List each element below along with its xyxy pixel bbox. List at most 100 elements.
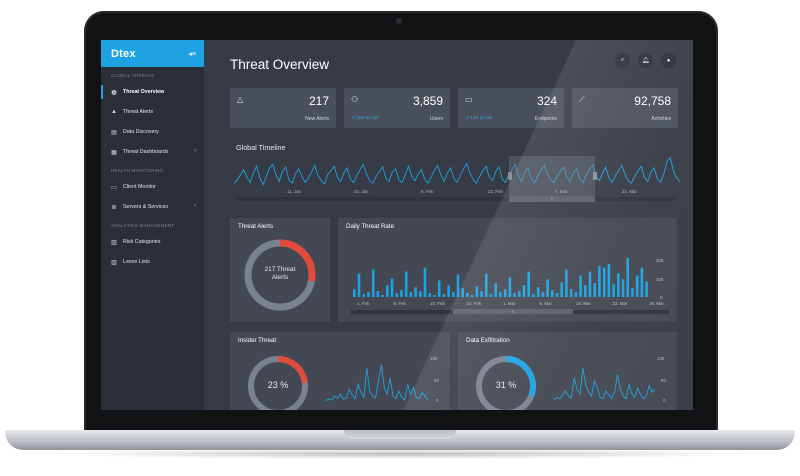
laptop-base [5,430,795,450]
sidebar-item-label: Threat Dashboards [123,149,169,155]
daily-bar [489,294,493,297]
devices-icon: ▭ [465,95,473,104]
sidebar-section-label: HEALTH MONITORING [111,168,164,173]
data-exfiltration-chart[interactable] [458,332,677,410]
stat-label: Activities [651,116,671,122]
daily-bar [635,275,639,297]
user-icon[interactable]: ● [661,53,676,68]
daily-bar [527,271,530,297]
y-tick: 100 [657,356,665,361]
sidebar-section-label: ANALYTICS MANAGEMENT [111,223,175,228]
bell-icon[interactable]: 🔔︎ [638,53,653,68]
stat-value: 3,859 [412,94,443,108]
timeline-x-label: 25. Jan [354,189,369,194]
sidebar-item-label: Client Monitor [123,184,156,190]
camera-icon [396,18,402,24]
timeline-scrollbar[interactable] [236,197,676,201]
laptop-notch [344,430,456,439]
daily-bar [447,285,450,297]
panel-title: Daily Threat Rate [346,223,395,230]
daily-bar [499,292,502,297]
y-tick: 0 [663,398,666,403]
stat-card-users[interactable]: ⚇ 3,859 ↗ 264 at risk Users [344,88,450,128]
daily-bar [419,291,422,297]
daily-bar [442,294,446,297]
daily-threat-rate-chart[interactable]: 1. Feb 8. Feb 15. Feb 22. Feb 1. Mar 8. Mar 15… [338,218,677,322]
y-tick: 0 [436,398,439,403]
sidebar-item-label: Threat Alerts [123,109,154,115]
sidebar: Dtex ◂≡ GLOBAL THREATS ◍ Threat Overview ▲ T… [101,40,204,410]
chevron-right-icon[interactable]: › [194,203,196,209]
daily-bar [645,281,648,297]
daily-bar [437,280,441,297]
timeline-series-line [234,156,680,187]
daily-bar [598,265,601,297]
stat-card-endpoints[interactable]: ▭ 324 ↗ 142 at risk Endpoints [458,88,564,128]
y-tick: 200 [656,258,664,263]
stat-card-alerts[interactable]: △ 217 New Alerts [230,88,336,128]
daily-bar [508,277,512,297]
daily-bar [404,271,408,297]
daily-bar [371,269,375,297]
daily-bar [626,257,629,297]
chevron-right-icon[interactable]: › [194,148,196,154]
search-icon[interactable]: ⌕ [615,53,630,68]
daily-x-label: 15. Feb [430,301,445,306]
users-icon: ⚇ [351,95,359,104]
list-icon: ▥ [111,239,117,246]
sidebar-item-data-discovery[interactable]: ▤ Data Discovery [101,122,204,142]
sidebar-item-label: Data Discovery [123,129,159,135]
daily-x-label: 8. Feb [394,301,407,306]
daily-bar [357,273,361,297]
sidebar-item-label: Lexon Lists [123,259,150,265]
stat-card-activities[interactable]: ⟋ 92,758 Activities [572,88,678,128]
daily-bar [353,289,356,297]
threat-alerts-panel: Threat Alerts 217 Threat Alerts [230,218,330,322]
list-icon: ▥ [111,259,117,266]
global-timeline-chart[interactable] [234,152,680,204]
sidebar-item-threat-dashboards[interactable]: ▦ Threat Dashboards › [101,142,204,162]
stat-label: Users [429,116,443,122]
daily-bar [631,288,634,297]
insider-threat-panel: Insider Threat 23 % 100 50 0 [230,332,450,410]
timeline-range-handle-right[interactable] [593,172,597,180]
daily-bar [522,285,526,297]
daily-bar [428,293,431,297]
y-tick: 0 [660,295,663,300]
timeline-x-label: 21. Mar [622,189,637,194]
sidebar-item-client-monitor[interactable]: ▭ Client Monitor [101,177,204,197]
stat-trend-text: 142 at risk [470,116,493,121]
daily-bar [513,293,516,297]
stat-value: 92,758 [634,94,671,108]
sidebar-item-label: Servers & Services [123,204,169,210]
sidebar-item-threat-overview[interactable]: ◍ Threat Overview [101,82,204,102]
daily-bar [551,290,554,297]
sidebar-item-label: Threat Overview [123,89,165,95]
daily-bar [470,295,474,297]
daily-bar [456,274,460,297]
daily-bar [602,267,606,297]
daily-bar [433,295,436,297]
app-logo[interactable]: Dtex [111,47,136,60]
sidebar-item-servers-services[interactable]: ≣ Servers & Services › [101,197,204,217]
insider-threat-chart[interactable] [230,332,450,410]
collapse-sidebar-icon[interactable]: ◂≡ [188,50,196,58]
daily-bar [612,284,615,297]
daily-scroll-thumb[interactable]: ≡ [453,309,573,314]
logo-bar: Dtex ◂≡ [101,40,204,67]
globe-icon: ◍ [111,89,117,96]
sidebar-item-lexon-lists[interactable]: ▥ Lexon Lists [101,252,204,272]
sidebar-item-threat-alerts[interactable]: ▲ Threat Alerts [101,102,204,122]
daily-bar [503,289,507,297]
stat-trend: ↗ 142 at risk [465,116,493,121]
timeline-range-handle-left[interactable] [508,172,512,180]
sidebar-item-risk-categories[interactable]: ▥ Risk Categories [101,232,204,252]
timeline-range-selector[interactable] [509,156,595,200]
threat-alerts-donut[interactable] [230,218,330,322]
daily-threat-rate-panel: Daily Threat Rate 1. Feb 8. Feb 15. Feb 22.… [338,218,677,322]
daily-x-label: 29. Mar [649,301,664,306]
stat-trend: ↗ 264 at risk [351,116,379,121]
daily-bar [485,273,488,297]
daily-bar [518,291,521,297]
timeline-scroll-thumb[interactable]: ≡ [509,196,595,202]
